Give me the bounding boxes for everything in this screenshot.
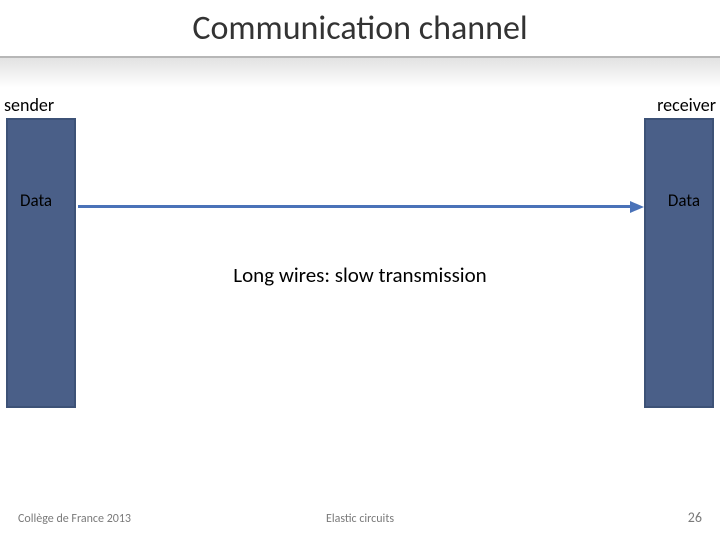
title-gradient (0, 58, 720, 88)
slide: Communication channel sender receiver Da… (0, 0, 720, 540)
data-label-right: Data (668, 190, 700, 211)
arrow-line (78, 205, 632, 208)
arrow-head-icon (630, 201, 644, 213)
data-arrow (78, 201, 644, 213)
footer-page-number: 26 (688, 509, 702, 526)
receiver-label: receiver (657, 94, 716, 116)
footer-center: Elastic circuits (0, 512, 720, 526)
caption: Long wires: slow transmission (0, 262, 720, 288)
page-title: Communication channel (0, 8, 720, 49)
sender-label: sender (4, 94, 54, 116)
data-label-left: Data (20, 190, 52, 211)
